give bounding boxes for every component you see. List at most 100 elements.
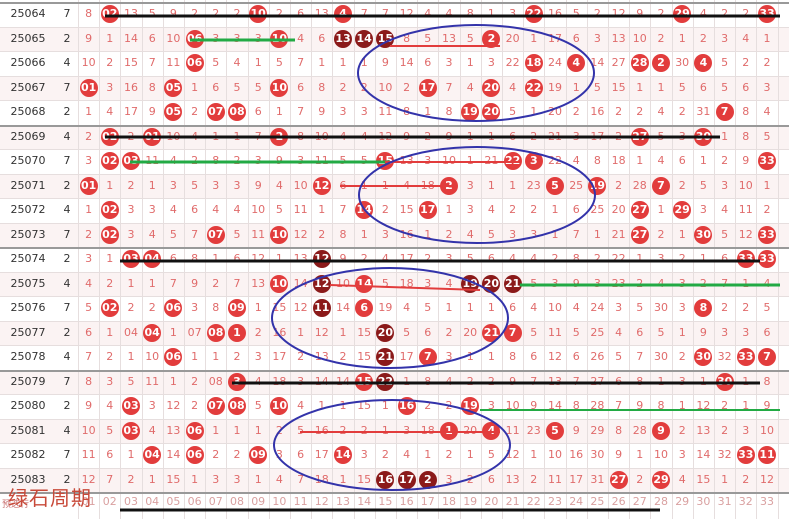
footer-number: 21 [505,495,520,508]
omission-value: 3 [593,276,601,290]
omission-value: 2 [403,80,411,94]
omission-value: 1 [275,252,283,265]
omission-value: 1 [169,325,177,339]
omission-value: 2 [763,203,771,216]
omission-value: 14 [696,448,711,461]
omission-value: 8 [212,301,220,314]
omission-value: 14 [399,56,414,69]
omission-value: 11 [547,325,562,339]
omission-value: 1 [254,301,262,314]
omission-value: 12 [293,227,308,241]
omission-value: 18 [399,276,414,290]
omission-value: 3 [721,325,729,339]
omission-value: 4 [233,203,241,216]
drawn-ball: 16 [376,470,395,489]
drawn-ball: 9 [652,421,670,440]
drawn-ball: 16 [397,397,416,416]
omission-value: 4 [763,276,771,290]
omission-value: 4 [678,472,686,486]
omission-value: 4 [233,56,241,69]
omission-value: 11 [166,56,181,69]
omission-value: 1 [403,374,411,388]
omission-value: 2 [360,252,368,265]
omission-value: 19 [378,301,393,314]
footer-number: 15 [378,495,393,508]
omission-value: 28 [590,399,605,412]
grid-hline [0,247,789,249]
issue-number: 25065 [10,31,46,45]
omission-value: 2 [339,80,347,94]
grid-hline [0,467,789,469]
omission-value: 9 [148,105,156,118]
footer-number: 13 [335,495,350,508]
omission-value: 8 [466,7,474,20]
omission-value: 6 [212,80,220,94]
omission-value: 1 [509,178,517,192]
drawn-ball: 14 [334,446,352,465]
omission-value: 1 [381,399,389,412]
omission-value: 10 [441,154,456,167]
omission-value: 14 [590,56,605,69]
drawn-ball: 06 [185,446,204,465]
omission-value: 3 [403,423,411,437]
omission-value: 10 [251,203,266,216]
omission-value: 4 [297,31,305,45]
omission-value: 17 [399,350,414,363]
omission-value: 4 [275,178,283,192]
omission-value: 3 [678,301,686,314]
sub-value: 7 [63,227,71,241]
omission-value: 23 [526,423,541,437]
omission-value: 2 [615,105,623,118]
drawn-ball: 33 [736,446,755,465]
omission-value: 10 [547,448,562,461]
issue-number: 25074 [10,252,46,265]
omission-value: 6 [509,301,517,314]
omission-value: 3 [615,301,623,314]
omission-value: 6 [678,154,686,167]
drawn-ball: 4 [334,5,352,24]
omission-value: 2 [233,350,241,363]
omission-value: 1 [636,252,644,265]
omission-value: 2 [742,56,750,69]
sub-value: 4 [63,276,71,290]
sub-value: 4 [63,423,71,437]
omission-value: 6 [297,80,305,94]
drawn-ball: 3 [524,152,543,171]
issue-number: 25070 [10,154,46,167]
drawn-ball: 7 [418,348,437,367]
omission-value: 25 [590,325,605,339]
omission-value: 4 [445,374,453,388]
omission-value: 6 [233,252,241,265]
omission-value: 14 [335,301,350,314]
omission-value: 15 [166,472,181,486]
drawn-ball: 27 [630,201,649,220]
omission-value: 13 [251,276,266,290]
omission-value: 3 [233,178,241,192]
omission-value: 3 [275,448,283,461]
omission-value: 2 [360,423,368,437]
omission-value: 4 [657,105,665,118]
omission-value: 20 [463,423,478,437]
drawn-ball: 06 [164,348,183,367]
omission-value: 9 [742,154,750,167]
omission-value: 3 [233,31,241,45]
omission-value: 2 [551,252,559,265]
omission-value: 5 [721,80,729,94]
omission-value: 9 [572,276,580,290]
omission-value: 8 [403,31,411,45]
omission-value: 7 [297,56,305,69]
omission-value: 20 [463,325,478,339]
omission-value: 5 [572,7,580,20]
drawn-ball: 29 [652,470,670,489]
omission-value: 17 [569,472,584,486]
drawn-ball: 09 [249,446,268,465]
omission-value: 32 [717,350,732,363]
omission-value: 8 [424,374,432,388]
sub-value: 7 [63,80,71,94]
omission-value: 6 [424,56,432,69]
omission-value: 2 [721,423,729,437]
omission-value: 1 [169,374,177,388]
drawn-ball: 6 [355,299,374,318]
omission-value: 28 [632,423,647,437]
omission-value: 1 [297,325,305,339]
